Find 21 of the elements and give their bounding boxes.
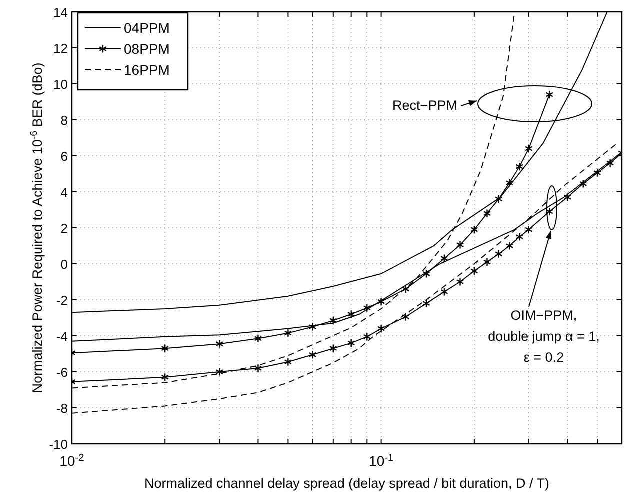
x-axis-title: Normalized channel delay spread (delay spread / bit duration, D / T) bbox=[144, 476, 550, 491]
y-tick-label: 12 bbox=[54, 41, 68, 56]
annotation: Rect−PPM bbox=[392, 98, 458, 113]
y-tick-label: 4 bbox=[60, 185, 68, 200]
y-tick-label: 0 bbox=[60, 257, 68, 272]
y-tick-label: -10 bbox=[49, 437, 68, 452]
y-tick-label: 14 bbox=[54, 5, 68, 20]
y-tick-label: 2 bbox=[60, 221, 68, 236]
legend-label: 08PPM bbox=[124, 41, 170, 57]
y-tick-label: 10 bbox=[54, 77, 68, 92]
y-tick-label: -4 bbox=[56, 329, 68, 344]
legend-label: 16PPM bbox=[124, 62, 170, 78]
x-tick-label: 10$^{-1}$ bbox=[369, 452, 394, 469]
y-tick-label: -8 bbox=[56, 401, 68, 416]
y-tick-label: 8 bbox=[60, 113, 68, 128]
y-tick-label: 6 bbox=[60, 149, 68, 164]
legend-label: 04PPM bbox=[124, 20, 170, 36]
y-tick-label: -2 bbox=[56, 293, 68, 308]
annotation: OIM−PPM, double jump α = 1, ε = 0.2 bbox=[488, 308, 600, 365]
y-tick-label: -6 bbox=[56, 365, 68, 380]
x-tick-label: 10$^{-2}$ bbox=[60, 452, 85, 469]
